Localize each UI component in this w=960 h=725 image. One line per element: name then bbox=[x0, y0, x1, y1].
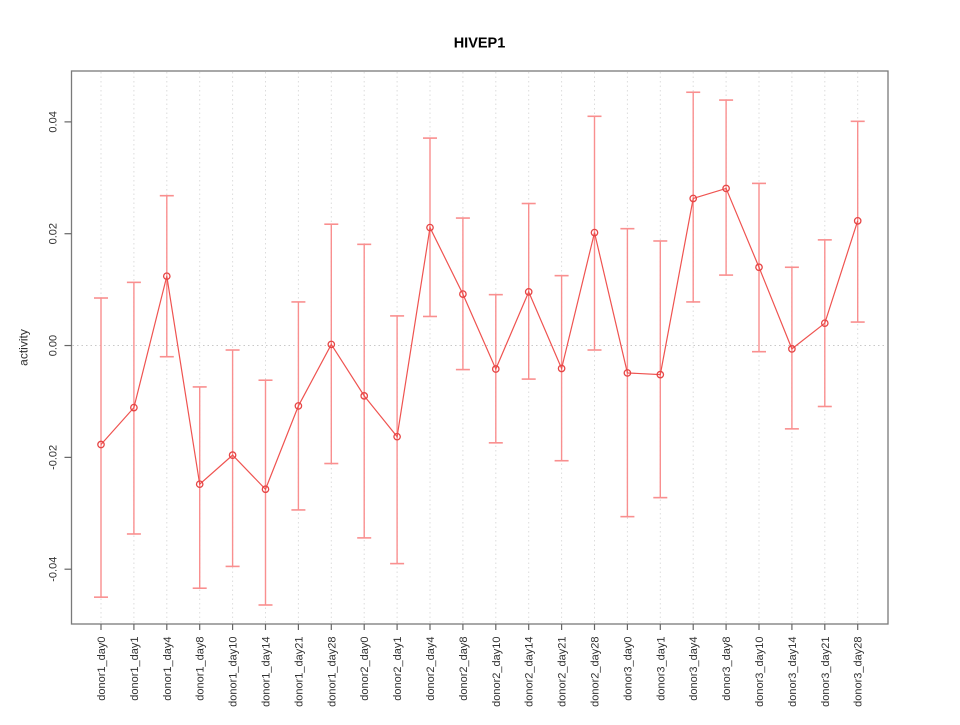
x-tick-label: donor1_day28 bbox=[326, 637, 338, 707]
data-point-marker bbox=[590, 228, 599, 237]
x-tick-label: donor3_day28 bbox=[853, 637, 865, 707]
data-point-marker bbox=[261, 485, 270, 494]
gridlines-layer bbox=[72, 72, 887, 623]
x-tick-label: donor2_day21 bbox=[557, 637, 569, 707]
data-point-marker bbox=[557, 364, 566, 373]
chart-title: HIVEP1 bbox=[454, 36, 506, 52]
data-point-marker bbox=[294, 402, 303, 410]
y-tick-label: -0.02 bbox=[48, 445, 60, 470]
data-point-marker bbox=[327, 340, 336, 349]
x-tick-label: donor1_day14 bbox=[261, 637, 273, 707]
data-point-marker bbox=[97, 440, 105, 449]
data-point-marker bbox=[524, 288, 533, 296]
data-point-marker bbox=[195, 480, 204, 489]
x-tick-label: donor3_day8 bbox=[721, 637, 733, 701]
y-tick-label: 0.04 bbox=[48, 111, 60, 132]
error-bar bbox=[719, 99, 734, 276]
x-tick-label: donor3_day0 bbox=[622, 637, 634, 701]
x-tick-label: donor1_day10 bbox=[228, 637, 240, 707]
x-tick-label: donor3_day4 bbox=[688, 637, 700, 701]
x-tick-label: donor2_day14 bbox=[524, 637, 536, 707]
x-tick-label: donor2_day10 bbox=[491, 637, 503, 707]
x-tick-label: donor2_day28 bbox=[590, 637, 602, 707]
axes-layer: -0.04 -0.02 0.00 0.02 0.04 donor1_day0 donor1_… bbox=[48, 70, 889, 707]
x-tick-label: donor2_day8 bbox=[458, 637, 470, 701]
error-bar bbox=[653, 240, 668, 499]
data-point-marker bbox=[722, 184, 730, 193]
error-bar bbox=[357, 243, 372, 539]
x-tick-label: donor1_day1 bbox=[129, 637, 141, 701]
x-tick-label: donor3_day10 bbox=[754, 637, 766, 707]
error-bar bbox=[686, 91, 701, 303]
x-tick-label: donor2_day4 bbox=[425, 637, 437, 701]
data-point-marker bbox=[360, 392, 369, 400]
data-series-line bbox=[100, 187, 859, 491]
x-tick-label: donor2_day1 bbox=[392, 637, 404, 701]
data-point-marker bbox=[130, 403, 138, 412]
y-tick-label: 0.02 bbox=[48, 223, 60, 244]
y-tick-label: 0.00 bbox=[48, 335, 60, 356]
x-tick-label: donor1_day4 bbox=[162, 637, 174, 701]
data-point-marker bbox=[656, 370, 665, 379]
data-point-marker bbox=[820, 319, 829, 328]
x-tick-label: donor3_day1 bbox=[655, 637, 667, 701]
data-point-marker bbox=[755, 263, 763, 272]
data-point-marker bbox=[426, 223, 434, 232]
x-tick-label: donor3_day21 bbox=[820, 637, 832, 707]
y-tick-label: -0.04 bbox=[48, 557, 60, 582]
x-tick-label: donor2_day0 bbox=[359, 637, 371, 701]
data-point-marker bbox=[853, 217, 862, 225]
data-point-marker bbox=[393, 432, 401, 441]
x-tick-label: donor3_day14 bbox=[787, 637, 799, 707]
data-point-marker bbox=[491, 365, 500, 373]
x-tick-label: donor1_day21 bbox=[293, 637, 305, 707]
x-tick-label: donor1_day0 bbox=[96, 637, 108, 701]
data-layer bbox=[94, 91, 865, 606]
x-tick-label: donor1_day8 bbox=[195, 637, 207, 701]
data-point-marker bbox=[162, 272, 171, 281]
y-axis-title: activity bbox=[17, 329, 31, 366]
data-point-marker bbox=[788, 345, 796, 353]
data-point-marker bbox=[689, 194, 698, 203]
plot-border bbox=[70, 70, 889, 625]
data-point-marker bbox=[623, 369, 632, 377]
data-point-marker bbox=[228, 451, 237, 459]
data-point-marker bbox=[459, 290, 467, 298]
